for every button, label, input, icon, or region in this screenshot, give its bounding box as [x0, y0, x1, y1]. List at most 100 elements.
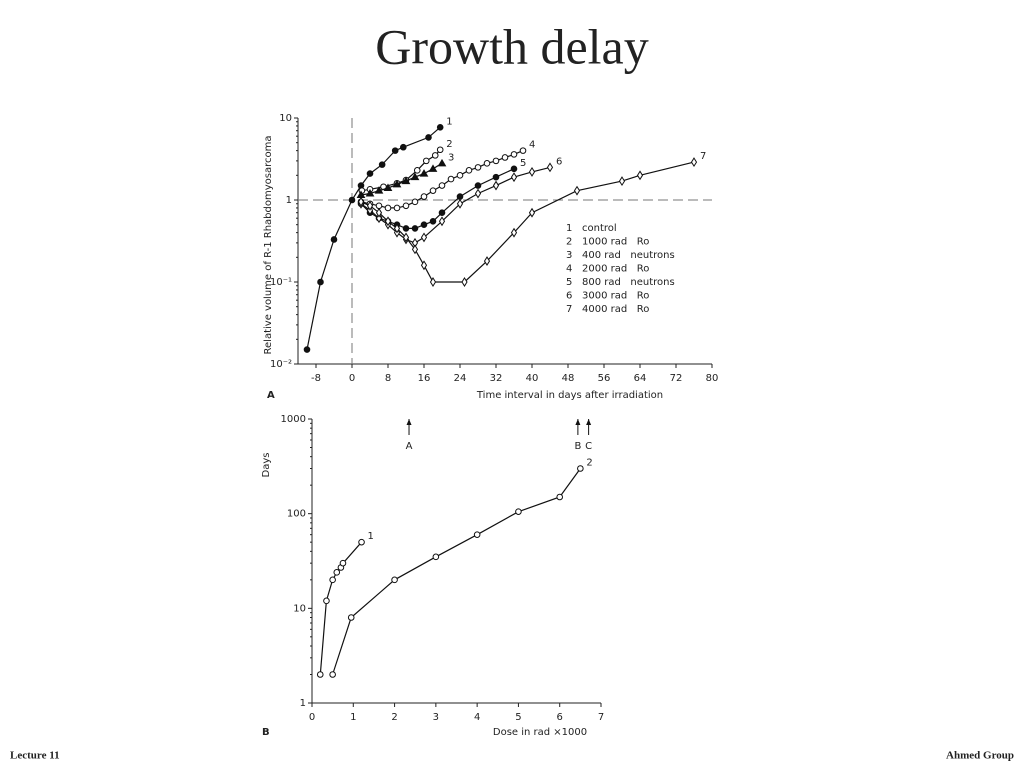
y-tick-label: 10⁻¹ — [270, 277, 292, 288]
legend-number: 1 — [566, 223, 572, 234]
marker — [528, 207, 536, 218]
marker — [323, 597, 330, 605]
x-tick-label: 5 — [515, 712, 521, 723]
x-tick-label: 32 — [490, 373, 503, 384]
curve-label: 2 — [446, 139, 452, 150]
marker — [393, 204, 401, 212]
marker — [402, 202, 410, 210]
curve-label: 7 — [700, 151, 706, 162]
marker — [436, 124, 444, 131]
curve-label: 5 — [520, 158, 526, 169]
marker — [365, 189, 375, 197]
x-axis-label: Time interval in days after irradiation — [476, 390, 663, 401]
marker — [316, 671, 324, 678]
marker — [510, 172, 518, 183]
marker — [429, 217, 437, 225]
marker — [473, 531, 481, 538]
marker — [474, 164, 482, 171]
arrow-head — [575, 419, 581, 425]
x-tick-label: 1 — [350, 712, 356, 723]
marker — [483, 256, 491, 267]
marker — [402, 232, 410, 243]
marker — [422, 157, 430, 165]
legend-label: control — [582, 223, 617, 234]
marker — [456, 198, 464, 209]
curve-label: 3 — [448, 152, 454, 163]
marker — [374, 186, 384, 194]
panel-label: B — [262, 727, 270, 738]
series-line — [332, 468, 581, 675]
marker — [429, 277, 437, 287]
x-tick-label: 0 — [309, 712, 315, 723]
marker — [348, 196, 356, 204]
marker — [492, 180, 500, 191]
marker — [510, 165, 518, 173]
y-tick-label: 10 — [279, 113, 292, 124]
x-tick-label: 56 — [598, 373, 611, 384]
marker — [347, 614, 355, 621]
x-tick-label: 6 — [557, 712, 563, 723]
y-axis-label: Days — [261, 453, 272, 478]
marker — [690, 157, 698, 168]
panel-label: A — [267, 390, 275, 401]
legend-number: 2 — [566, 237, 572, 248]
y-tick-label: 10⁻² — [270, 359, 292, 370]
series-line — [306, 126, 441, 350]
marker — [333, 569, 341, 576]
annotation-label: C — [585, 441, 592, 452]
legend-number: 4 — [566, 264, 572, 275]
marker — [358, 538, 365, 546]
marker — [474, 182, 482, 189]
marker — [492, 173, 500, 181]
marker — [400, 143, 407, 151]
marker — [391, 576, 398, 584]
marker — [483, 160, 491, 167]
legend-number: 7 — [566, 304, 572, 315]
annotation-label: B — [574, 441, 581, 452]
x-tick-label: 40 — [526, 373, 539, 384]
x-tick-label: 16 — [418, 373, 431, 384]
marker — [303, 346, 311, 353]
marker — [384, 204, 392, 212]
marker — [419, 169, 429, 177]
marker — [420, 221, 428, 228]
curve-label: 1 — [446, 116, 452, 127]
marker — [413, 167, 421, 174]
marker — [510, 151, 518, 158]
x-tick-label: -8 — [311, 373, 321, 384]
legend-label: 800 rad neutrons — [582, 277, 675, 288]
marker — [402, 225, 410, 232]
marker — [366, 170, 374, 177]
marker — [618, 176, 626, 187]
x-tick-label: 2 — [391, 712, 397, 723]
marker — [401, 176, 411, 185]
marker — [432, 553, 440, 561]
marker — [393, 223, 401, 234]
y-tick-label: 100 — [287, 509, 306, 520]
marker — [515, 508, 522, 515]
slide-title: Growth delay — [375, 18, 649, 74]
marker — [411, 244, 419, 255]
marker — [438, 182, 446, 189]
marker — [636, 170, 644, 181]
marker — [392, 179, 402, 188]
marker — [330, 236, 338, 243]
marker — [438, 209, 446, 217]
x-tick-label: 64 — [634, 373, 647, 384]
curve-label: 4 — [529, 140, 535, 151]
annotation-label: A — [406, 441, 413, 452]
marker — [375, 202, 383, 210]
legend-label: 3000 rad Ro — [582, 291, 649, 302]
x-tick-label: 72 — [670, 373, 683, 384]
x-axis-label: Dose in rad ×1000 — [493, 727, 587, 738]
x-tick-label: 0 — [349, 373, 355, 384]
marker — [420, 260, 428, 271]
y-tick-label: 10 — [293, 603, 306, 614]
marker — [573, 185, 581, 196]
marker — [357, 196, 365, 207]
curve-label: 6 — [556, 156, 562, 167]
marker — [329, 576, 336, 584]
marker — [528, 166, 536, 177]
marker — [391, 147, 399, 154]
